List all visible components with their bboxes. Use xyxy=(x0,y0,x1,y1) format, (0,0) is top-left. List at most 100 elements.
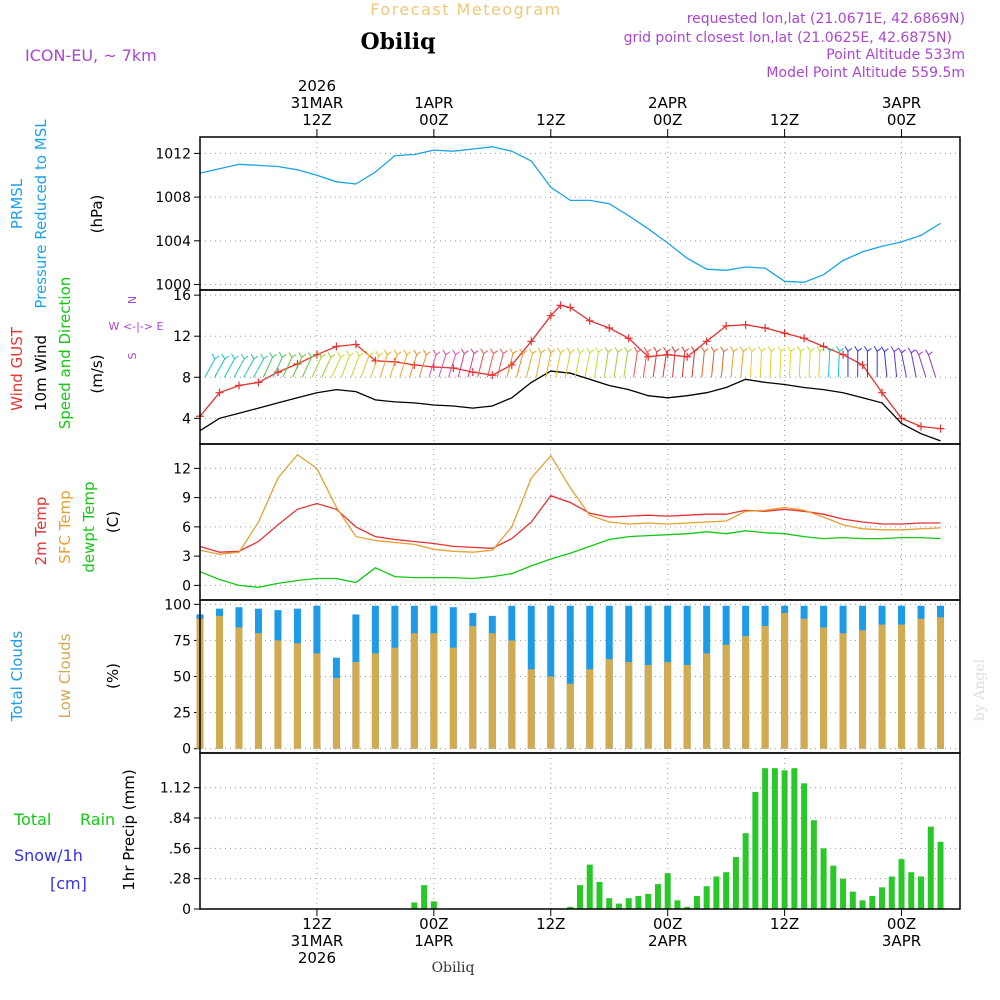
wind-arrow xyxy=(652,352,658,378)
gust-marker xyxy=(663,350,672,359)
bar-precip-0 xyxy=(830,865,837,909)
bar-clouds-1 xyxy=(917,618,925,749)
bar-precip-0 xyxy=(684,906,691,909)
wind-arrow-head xyxy=(231,353,239,360)
wind-arrow-head xyxy=(499,348,508,355)
bar-clouds-1 xyxy=(800,618,808,749)
gust-marker xyxy=(215,388,224,397)
grid-point-coords: grid point closest lon,lat (21.0625E, 42… xyxy=(624,30,952,46)
compass-north: N xyxy=(126,296,139,304)
wind-arrow xyxy=(545,352,552,378)
top-axis-label: 12Z xyxy=(302,111,331,129)
wind-arrow-head xyxy=(519,348,528,355)
bar-precip-0 xyxy=(635,896,642,909)
bar-clouds-1 xyxy=(761,625,769,749)
gust-marker xyxy=(761,323,770,332)
wind-arrow-head xyxy=(787,346,796,353)
wind-arrow-head xyxy=(633,346,642,353)
gust-marker xyxy=(624,334,633,343)
wind-arrow xyxy=(594,352,599,378)
wind-arrow xyxy=(910,352,917,378)
bar-clouds-1 xyxy=(274,640,282,749)
wind-arrow-head xyxy=(898,347,906,354)
bar-clouds-1 xyxy=(878,624,886,749)
bar-clouds-1 xyxy=(722,644,730,749)
wind-arrow xyxy=(292,357,303,378)
bar-clouds-1 xyxy=(742,636,750,749)
wind-dir-axis-label: Speed and Direction xyxy=(56,277,74,430)
bar-precip-0 xyxy=(674,900,681,909)
wind-arrow xyxy=(477,353,485,378)
y-tick-label-wind: 16 xyxy=(173,288,191,304)
bottom-axis-label: 31MAR xyxy=(291,932,344,950)
wind-arrow xyxy=(613,352,619,378)
wind-arrow xyxy=(584,352,591,378)
bar-precip-0 xyxy=(703,886,710,909)
wind-arrow-head xyxy=(915,349,924,356)
bar-precip-0 xyxy=(586,864,593,909)
wind-arrow-head xyxy=(327,352,336,359)
top-axis-label: 2APR xyxy=(648,94,687,112)
wind-arrow-head xyxy=(836,346,844,353)
wind-arrow-head xyxy=(700,346,709,353)
gust-marker xyxy=(800,334,809,343)
wind-arrow xyxy=(555,352,562,378)
bar-precip-0 xyxy=(791,768,798,909)
bottom-axis-label: 12Z xyxy=(536,915,565,933)
wind-arrow xyxy=(301,357,312,378)
wind-arrow-head xyxy=(844,346,853,352)
bar-precip-0 xyxy=(732,857,739,909)
top-axis-label: 1APR xyxy=(414,94,453,112)
wind-arrow-head xyxy=(907,347,916,354)
wind-arrow-head xyxy=(758,346,766,353)
y-tick-label-clouds: 50 xyxy=(173,670,191,686)
wind-arrow-head xyxy=(854,346,862,352)
wind-arrow xyxy=(506,353,514,378)
wind-arrow xyxy=(204,358,216,378)
wind-arrow-head xyxy=(490,348,498,355)
gust-marker xyxy=(780,329,789,338)
wind-arrow-head xyxy=(586,347,595,354)
panel-frame-temperature xyxy=(199,443,961,601)
gust-marker xyxy=(527,337,536,346)
gust-marker xyxy=(332,342,341,351)
wind-arrow-head xyxy=(624,346,632,353)
wind-arrow xyxy=(272,357,283,378)
y-tick-label-pressure: 1004 xyxy=(155,234,191,250)
wind-arrow xyxy=(564,352,571,378)
wind-arrow xyxy=(720,351,725,378)
gust-marker xyxy=(351,340,360,349)
bar-clouds-1 xyxy=(371,653,379,749)
bar-clouds-1 xyxy=(566,683,574,749)
bar-clouds-1 xyxy=(625,662,633,749)
wind-arrow-head xyxy=(308,352,316,359)
wind-arrow-head xyxy=(240,353,249,360)
wind-arrow xyxy=(827,351,831,378)
wind-arrow-head xyxy=(211,353,220,360)
bar-precip-0 xyxy=(869,896,876,909)
line-wind-1 xyxy=(199,370,941,442)
y-tick-label-wind: 4 xyxy=(182,411,191,427)
bar-clouds-1 xyxy=(586,669,594,749)
wind-arrow xyxy=(759,351,763,378)
line-pressure-0 xyxy=(199,146,941,283)
meteogram-title: Forecast Meteogram xyxy=(370,0,561,19)
wind-arrow-head xyxy=(537,347,546,354)
requested-coords: requested lon,lat (21.0671E, 42.6869N) xyxy=(687,11,965,27)
wind-arrow-head xyxy=(269,352,277,359)
bar-clouds-1 xyxy=(859,630,867,749)
top-axis-label: 00Z xyxy=(653,111,682,129)
bar-precip-0 xyxy=(615,903,622,909)
y-tick-label-wind: 8 xyxy=(182,370,191,386)
wind-arrow xyxy=(711,351,715,378)
gust-marker xyxy=(722,321,731,330)
bar-precip-0 xyxy=(898,859,905,909)
bar-clouds-1 xyxy=(839,633,847,749)
pressure-axis-label-1: PRMSL xyxy=(8,178,26,229)
wind-arrow xyxy=(681,351,686,378)
y-tick-label-temperature: 9 xyxy=(182,491,191,507)
footer-location: Obiliq xyxy=(432,960,475,976)
wind-arrow xyxy=(399,354,408,378)
wind-arrow-head xyxy=(873,346,882,352)
total-clouds-axis-label: Total Clouds xyxy=(8,631,26,723)
